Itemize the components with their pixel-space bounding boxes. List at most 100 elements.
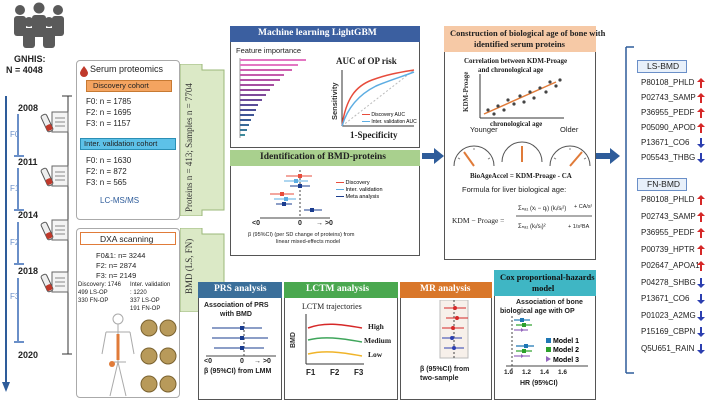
dxa-discovery-2: 330 FN-OP [78,298,109,304]
lctm-header [284,282,398,298]
dxa-validation-2: 337 LS-OP [130,298,160,304]
gene-item: P13671_CO6 [641,294,705,304]
arrow-up-icon [697,108,705,120]
serum-method: LC-MS/MS [100,196,140,205]
svg-text:+ CA/s²BA: + CA/s²BA [574,204,592,210]
phase-f0: F0 [10,130,20,139]
arrow-up-icon [697,261,705,273]
dxa-title: DXA scanning [100,234,154,244]
cox-forest [500,316,592,380]
svg-text:+ 1/s²BA: + 1/s²BA [568,224,590,230]
gene-label: P13671_CO6 [641,138,690,147]
bmd-header [230,150,420,166]
lctm-level-high: High [368,322,384,331]
phase-f1: F1 [10,184,20,193]
younger-label: Younger [470,125,498,134]
dxa-panel [76,228,180,398]
gene-label: P13671_CO6 [641,294,690,303]
bmd-legend-validation-label: Inter. validation [345,187,383,193]
feature-importance-chart [236,56,320,140]
bone-scan-images [140,318,178,398]
formula-label: Formula for liver biological age: [462,185,567,194]
bmd-axis-neg: <0 [252,220,260,227]
auc-legend-discovery-label: Discovery AUC [371,112,406,118]
gene-item: P36955_PEDF [641,108,705,118]
mr-forest [406,299,486,360]
arrow-up-icon [697,244,705,257]
serum-title: Serum proteomics [90,64,164,74]
auc-title: AUC of OP risk [336,56,397,66]
gene-list-bracket [624,46,634,374]
arrow-down-icon [697,138,705,150]
arrow-down-icon [697,327,705,339]
cox-model-2-label: Model 2 [552,347,580,354]
cox-tick-1-6: 1.6 [558,369,568,376]
bmd-caption-1: linear mixed-effects model [276,239,341,245]
fn-bmd-title: FN-BMD [647,179,681,189]
mr-caption-0: β (95%CI) from [420,366,470,373]
dxa-validation-3: 191 FN-OP [130,306,161,312]
dxa-f01: F0&1: n= 3244 [96,251,146,260]
ml-title: Machine learning LightGBM [258,28,377,38]
cox-header [494,270,596,296]
lctm-ylabel: BMD [290,332,297,348]
dxa-f2: F2: n= 2874 [96,261,137,270]
arrow-up-icon [697,93,705,105]
kdm-scatter [476,74,566,120]
gene-label: P80108_PHLD [641,78,695,87]
cox-title-0: Cox proportional-hazards [500,272,595,282]
bmd-legend-meta-label: Meta analysis [345,194,380,200]
arrow-down-icon [697,294,705,306]
year-2008: 2008 [18,103,39,113]
arrow-up-icon [697,195,705,207]
kdm-header [444,26,596,52]
svg-text:Σₙₐ₁ (xᵢ − qᵢ) (kᵢ/sᵢ²): Σₙₐ₁ (xᵢ − qᵢ) (kᵢ/sᵢ²) [518,206,566,212]
mr-header [400,282,492,298]
prs-header [198,282,282,298]
arrow-down-icon [697,343,705,356]
bmd-legend-meta: Meta analysis [336,194,379,200]
gene-item: P02647_APOA1 [641,261,705,271]
feature-importance-label: Feature importance [236,46,302,55]
gnhis-n: N = 4048 [6,65,43,75]
discovery-f3: F3: n = 1157 [86,119,131,128]
fn-bmd-list: P80108_PHLD P02743_SAMP P36955_PEDF P00739_… [641,195,707,365]
arrow-down-icon [697,310,705,323]
prs-axis-zero: 0 [240,358,244,365]
gene-item: P36955_PEDF [641,228,705,238]
gene-label: P02743_SAMP [641,211,696,221]
bmd-title: Identification of BMD-proteins [260,152,386,162]
gene-label: P36955_PEDF [641,228,695,237]
auc-chart [332,68,416,132]
year-2020: 2020 [18,350,39,360]
phase-f2: F2 [10,238,20,247]
timeline-ticks [14,112,44,352]
fn-bmd-badge [637,178,687,191]
gene-item: P05090_APOD [641,123,705,133]
auc-xlabel: 1-Specificity [350,130,398,140]
prs-forest [206,322,276,358]
bmd-forest-plot [260,170,330,220]
kdm-equation-lhs: KDM − Proage = [452,216,505,225]
gene-label: Q5U651_RAIN [641,343,695,353]
proteins-arrow [179,63,226,217]
dxa-f3: F3: n= 2149 [96,271,137,280]
kdm-title-0: Construction of biological age of bone w… [450,28,606,38]
arrow-to-genes [596,148,620,164]
bmd-axis-pos: → >0 [316,220,333,227]
auc-ylabel: Sensitivity [330,82,339,120]
dxa-validation-0: Inter. validation [130,282,171,288]
gene-label: P04278_SHBG [641,277,696,287]
arrow-to-kdm [422,148,444,164]
validation-cohort-label: Inter. validation cohort [84,139,158,148]
discovery-f2: F2: n = 1695 [86,108,132,117]
kdm-panel [444,26,596,260]
lctm-chart [296,314,396,366]
kdm-corr-title-0: Correlation between KDM-Proage [464,57,568,65]
bmd-arrow-label: BMD (LS, FN) [184,238,194,294]
arrow-up-icon [697,78,705,90]
older-label: Older [560,125,579,134]
svg-text:Σₙₐ₁ (kᵢ/sᵢ)²: Σₙₐ₁ (kᵢ/sᵢ)² [518,224,546,230]
dxa-validation-1: : 1220 [130,290,147,296]
arrow-up-icon [697,228,705,240]
